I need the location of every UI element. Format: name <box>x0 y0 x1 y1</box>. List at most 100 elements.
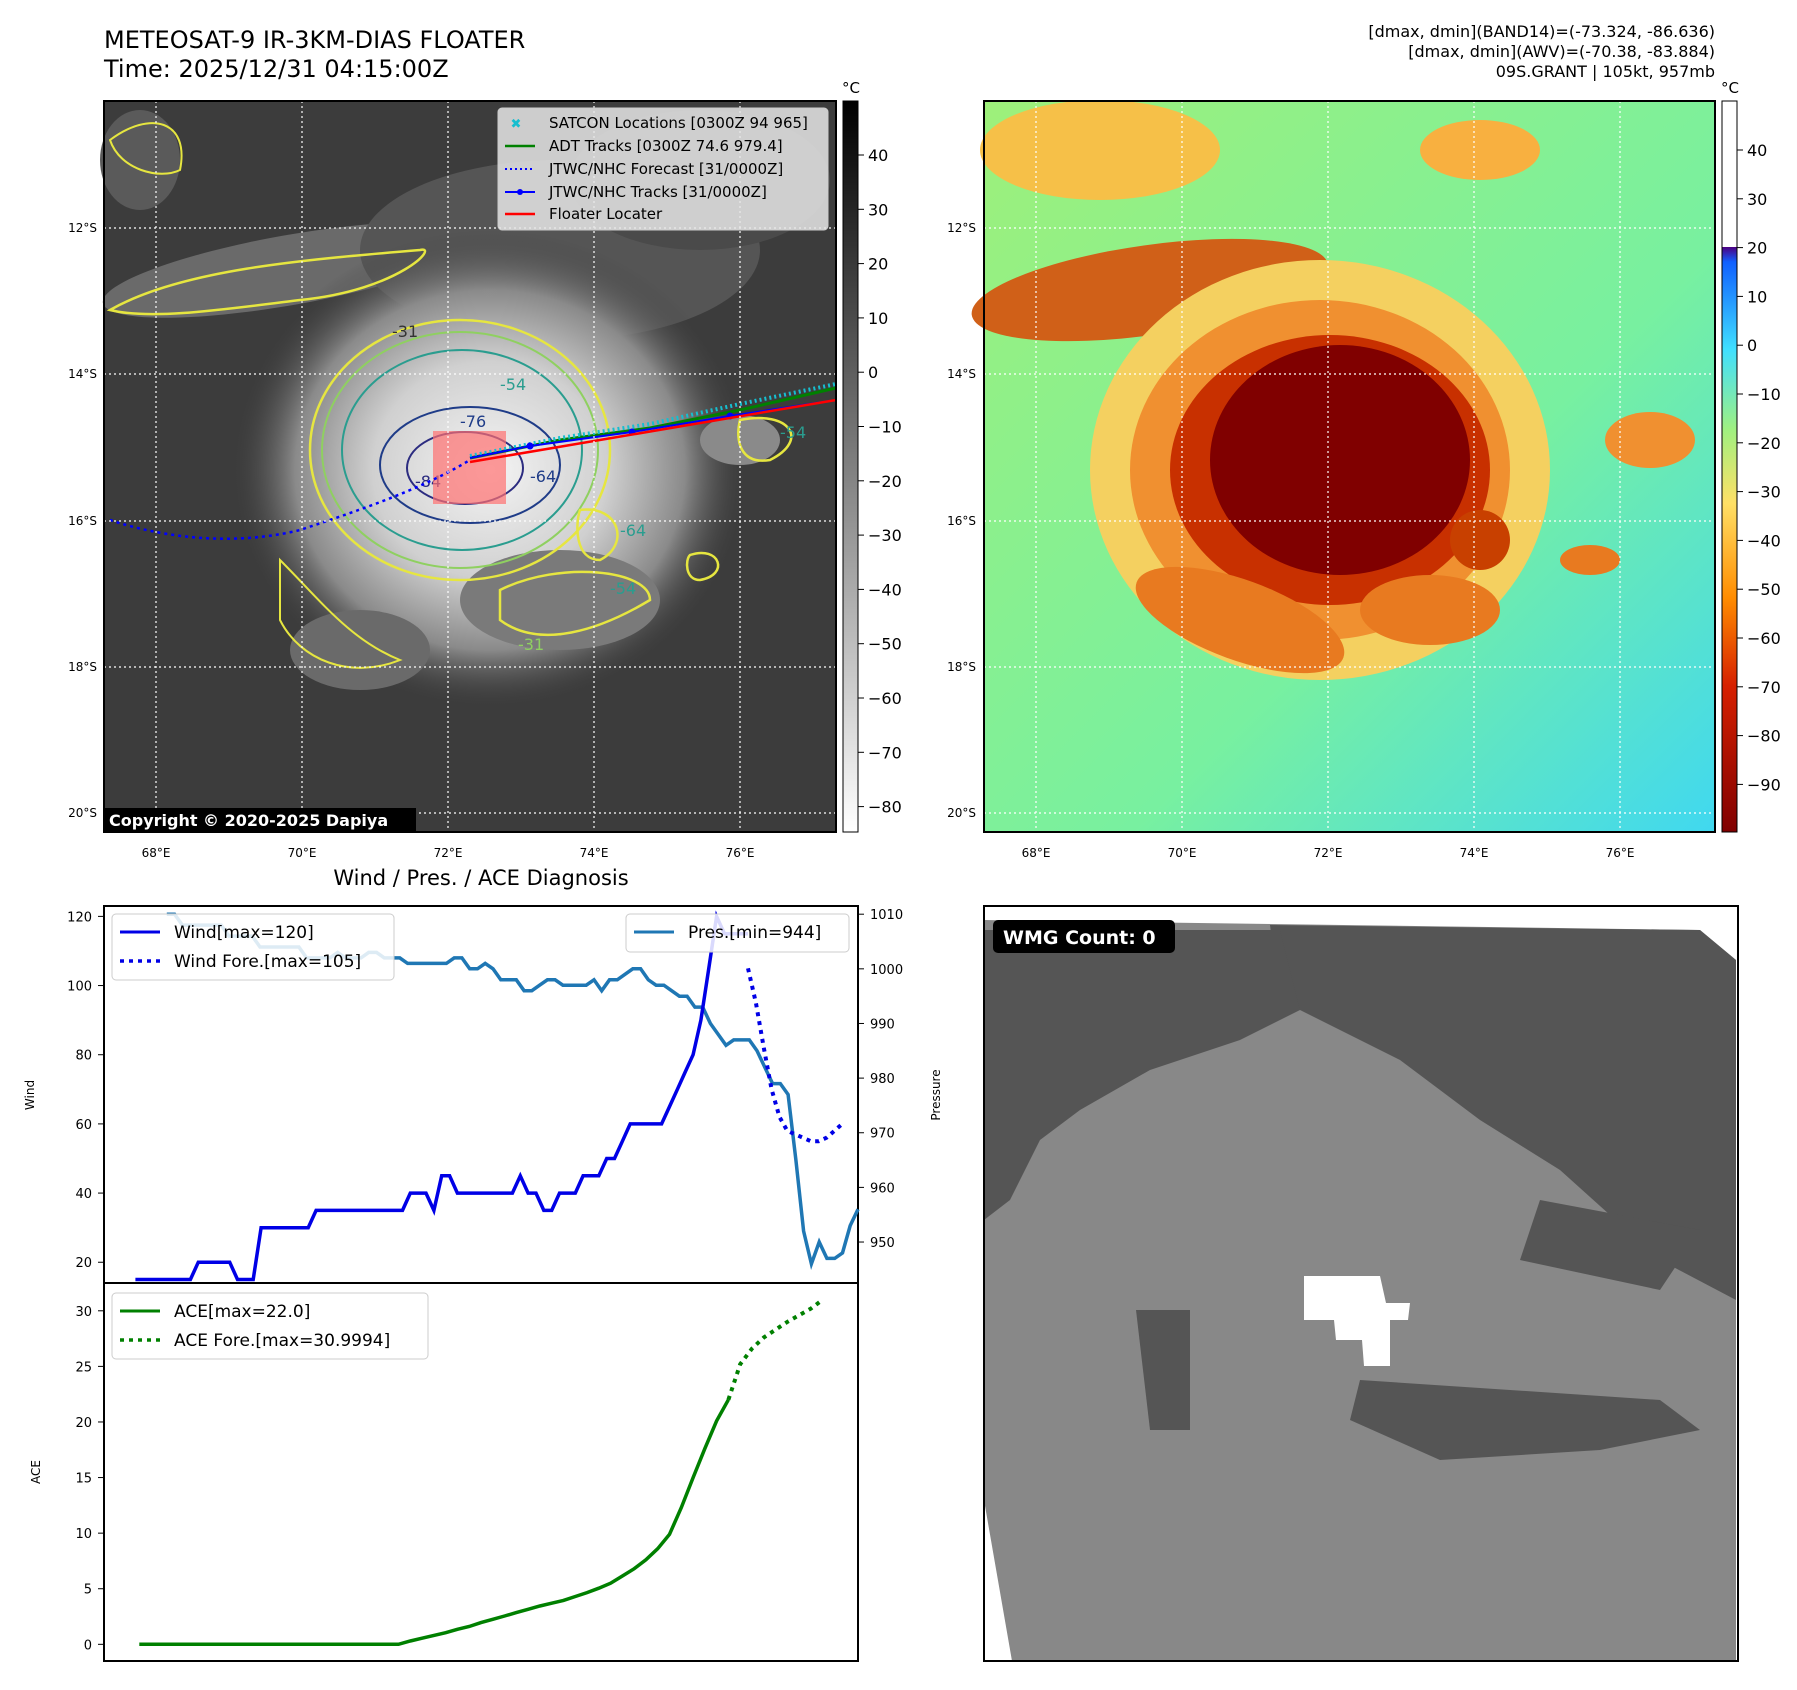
pressure-legend: Pres.[min=944] <box>625 913 850 953</box>
contour-label: -54 <box>500 375 526 394</box>
right-map-axis-labels: 12°S 14°S 16°S 18°S 20°S <box>947 221 976 820</box>
ace-legend: ACE[max=22.0] ACE Fore.[max=30.9994] <box>111 1292 429 1360</box>
legend-satcon: SATCON Locations [0300Z 94 965] <box>549 114 808 132</box>
wind-y-tick-label: 40 <box>75 1187 92 1202</box>
color-colorbar-tick-label: 20 <box>1747 239 1767 258</box>
lat-label: 20°S <box>947 806 976 820</box>
right-map-lon-labels: 68°E 70°E 72°E 74°E 76°E <box>1022 846 1635 860</box>
lat-label: 14°S <box>947 367 976 381</box>
pressure-y-tick-label: 1000 <box>870 963 903 978</box>
contour-label: -54 <box>610 579 636 598</box>
stats-storm: 09S.GRANT | 105kt, 957mb <box>1495 62 1715 81</box>
figure-title: METEOSAT-9 IR-3KM-DIAS FLOATER Time: 2025… <box>104 26 525 84</box>
color-colorbar-unit: °C <box>1721 79 1739 97</box>
color-colorbar-tick-label: −70 <box>1747 678 1781 697</box>
legend-forecast: JTWC/NHC Forecast [31/0000Z] <box>548 160 783 178</box>
ace-y-tick-label: 5 <box>84 1583 92 1598</box>
lat-label: 14°S <box>68 367 97 381</box>
wind-legend: Wind[max=120] Wind Fore.[max=105] <box>111 913 395 981</box>
color-colorbar-tick-label: −40 <box>1747 531 1781 550</box>
title-time: Time: 2025/12/31 04:15:00Z <box>104 55 449 83</box>
lon-label: 68°E <box>1022 846 1051 860</box>
ace-y-tick-label: 20 <box>75 1416 92 1431</box>
gray-colorbar-tick-label: 20 <box>868 255 888 274</box>
color-colorbar: °C 40 30 20 10 0 −10 −20 −30 −40 −50 −60 −70 −80 −90 <box>1721 79 1781 833</box>
wind-forecast-series-line <box>746 967 844 1144</box>
gray-colorbar-tick-label: 0 <box>868 363 878 382</box>
ace-chart: 0 5 10 15 20 25 30 ACE ACE[max=22.0] ACE Fore.… <box>29 1282 859 1662</box>
legend-ace: ACE[max=22.0] <box>174 1302 310 1322</box>
color-colorbar-tick-label: −90 <box>1747 775 1781 794</box>
color-colorbar-tick-label: −30 <box>1747 483 1781 502</box>
gray-colorbar-tick-label: 30 <box>868 200 888 219</box>
lat-label: 12°S <box>68 221 97 235</box>
wind-y-tick-label: 60 <box>75 1118 92 1133</box>
legend-pressure: Pres.[min=944] <box>688 923 821 943</box>
wind-y-tick-label: 20 <box>75 1256 92 1271</box>
left-map-axis-labels: 12°S 14°S 16°S 18°S 20°S <box>68 221 97 820</box>
lon-label: 70°E <box>1168 846 1197 860</box>
gray-colorbar-tick-label: −50 <box>868 635 902 654</box>
lat-label: 16°S <box>68 514 97 528</box>
ace-series-line <box>139 1398 730 1647</box>
ace-y-tick-label: 25 <box>75 1360 92 1375</box>
legend-adt: ADT Tracks [0300Z 74.6 979.4] <box>549 137 783 155</box>
gray-colorbar-tick-label: −30 <box>868 526 902 545</box>
pressure-y-tick-label: 960 <box>870 1181 895 1196</box>
lon-label: 74°E <box>1460 846 1489 860</box>
wmg-panel: WMG Count: 0 <box>983 905 1739 1662</box>
lat-label: 16°S <box>947 514 976 528</box>
lat-label: 18°S <box>947 660 976 674</box>
best-track-point <box>526 442 534 450</box>
wind-y-tick-label: 80 <box>75 1049 92 1064</box>
pressure-y-tick-label: 980 <box>870 1072 895 1087</box>
legend-floater: Floater Locater <box>549 205 663 223</box>
color-colorbar-tick-label: −10 <box>1747 385 1781 404</box>
color-colorbar-tick-label: −20 <box>1747 434 1781 453</box>
lon-label: 74°E <box>580 846 609 860</box>
ace-axis-label: ACE <box>29 1460 43 1484</box>
gray-colorbar-tick-label: 10 <box>868 309 888 328</box>
pressure-y-tick-label: 950 <box>870 1236 895 1251</box>
lon-label: 68°E <box>142 846 171 860</box>
gray-colorbar-tick-label: −20 <box>868 472 902 491</box>
lon-label: 72°E <box>1314 846 1343 860</box>
gray-colorbar-tick-label: −40 <box>868 580 902 599</box>
wind-axis-label: Wind <box>23 1080 37 1110</box>
ace-y-tick-label: 15 <box>75 1472 92 1487</box>
gray-colorbar-unit: °C <box>842 79 860 97</box>
contour-label: -64 <box>620 521 646 540</box>
contour-label: -31 <box>518 635 544 654</box>
wind-y-tick-label: 100 <box>67 980 92 995</box>
color-colorbar-tick-label: 40 <box>1747 141 1767 160</box>
pressure-y-tick-label: 990 <box>870 1017 895 1032</box>
color-colorbar-tick-label: 30 <box>1747 190 1767 209</box>
gray-colorbar-tick-label: 40 <box>868 146 888 165</box>
legend-wind-fore: Wind Fore.[max=105] <box>174 952 361 972</box>
ir-color-map <box>971 100 1716 833</box>
color-colorbar-tick-label: −50 <box>1747 580 1781 599</box>
pressure-y-tick-label: 1010 <box>870 908 903 923</box>
color-colorbar-tick-label: −60 <box>1747 629 1781 648</box>
ir-grayscale-map: -31 -54 -76 -84 -64 -54 -64 -54 -31 <box>100 100 837 833</box>
lon-label: 72°E <box>434 846 463 860</box>
lon-label: 76°E <box>726 846 755 860</box>
wmg-count-label: WMG Count: 0 <box>1003 927 1156 949</box>
contour-label: -31 <box>392 322 418 341</box>
stats-band14: [dmax, dmin](BAND14)=(-73.324, -86.636) <box>1368 22 1715 41</box>
color-map-gridlines <box>984 101 1715 832</box>
legend-ace-fore: ACE Fore.[max=30.9994] <box>174 1331 390 1351</box>
ace-y-tick-label: 0 <box>84 1638 92 1653</box>
title-satellite: METEOSAT-9 IR-3KM-DIAS FLOATER <box>104 26 526 54</box>
gray-colorbar: °C 40 30 20 10 0 −10 −20 −30 −40 −50 −60 −70 −80 <box>842 79 902 833</box>
ace-y-tick-label: 10 <box>75 1527 92 1542</box>
floater-locater-line <box>469 398 837 464</box>
gray-colorbar-tick-label: −10 <box>868 418 902 437</box>
stats-block: [dmax, dmin](BAND14)=(-73.324, -86.636) … <box>1368 22 1715 82</box>
wind-pressure-chart: 20 40 60 80 100 120 950 960 970 980 990 1000 1010 W… <box>23 905 943 1284</box>
color-colorbar-tick-label: −80 <box>1747 727 1781 746</box>
lat-label: 20°S <box>68 806 97 820</box>
map-legend: ✖ SATCON Locations [0300Z 94 965] ADT Tr… <box>497 107 829 231</box>
legend-wind: Wind[max=120] <box>174 923 314 943</box>
floater-box <box>433 431 506 504</box>
